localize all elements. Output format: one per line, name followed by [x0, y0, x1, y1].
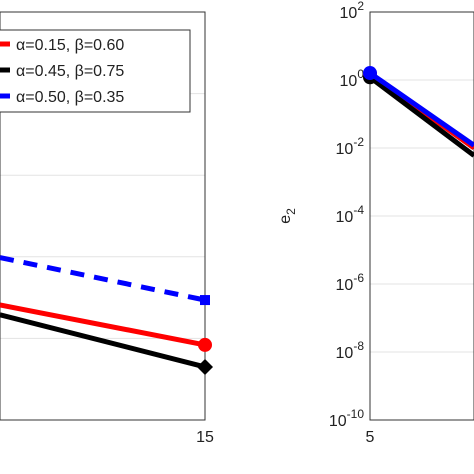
y-tick-base: 10: [336, 209, 354, 226]
y-label-sub: 2: [284, 208, 298, 215]
y-label-main: e: [277, 215, 294, 224]
y-tick-label: 10-10: [329, 407, 364, 430]
series-line: [0, 302, 206, 348]
legend-label: α=0.50, β=0.35: [16, 89, 124, 106]
y-tick-exponent: -8: [353, 339, 364, 353]
legend-label: α=0.45, β=0.75: [16, 63, 124, 80]
y-tick-base: 10: [336, 277, 354, 294]
series-line: [0, 312, 206, 370]
y-tick-base: 10: [340, 73, 358, 90]
marker: [363, 66, 377, 81]
marker: [200, 295, 210, 306]
y-tick-label: 102: [340, 0, 365, 22]
marker: [198, 337, 212, 352]
y-tick-exponent: 0: [357, 67, 364, 81]
axes-frame: [369, 11, 474, 421]
y-tick-label: 10-4: [336, 203, 365, 226]
axes-frame: [0, 11, 206, 421]
x-tick-label: 5: [366, 429, 375, 446]
y-tick-label: 10-8: [336, 339, 365, 362]
series-line: [0, 255, 206, 303]
y-tick-exponent: 2: [357, 0, 364, 13]
marker: [197, 358, 213, 375]
y-tick-exponent: -6: [353, 271, 364, 285]
y-tick-base: 10: [336, 345, 354, 362]
y-tick-label: 10-2: [336, 135, 365, 158]
y-tick-exponent: -2: [353, 135, 364, 149]
y-axis-label: e2: [277, 208, 298, 224]
legend-label: α=0.15, β=0.60: [16, 37, 124, 54]
y-tick-base: 10: [336, 141, 354, 158]
y-tick-base: 10: [340, 5, 358, 22]
series-line: [368, 71, 474, 148]
y-tick-exponent: -10: [347, 407, 365, 421]
x-tick-label: 15: [196, 429, 214, 446]
y-tick-base: 10: [329, 413, 347, 430]
y-tick-exponent: -4: [353, 203, 364, 217]
legend-box: [0, 29, 191, 113]
series-line: [368, 75, 474, 158]
y-tick-label: 100: [340, 67, 365, 90]
y-tick-label: 10-6: [336, 271, 365, 294]
